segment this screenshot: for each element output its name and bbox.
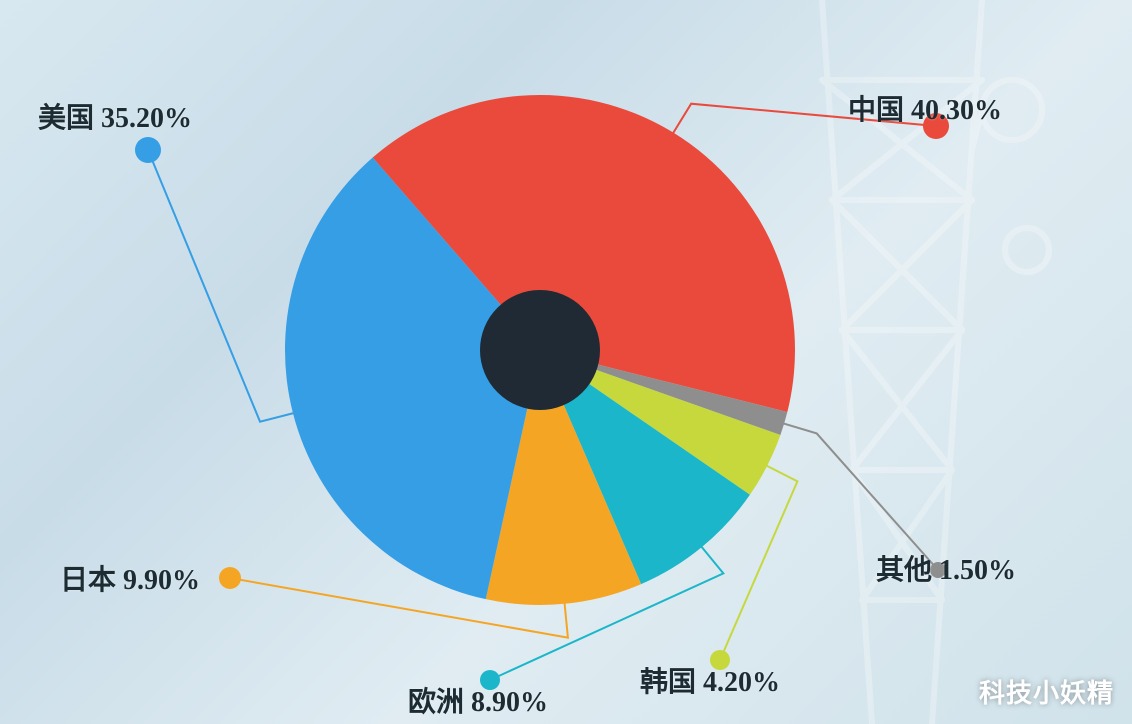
slice-label-other: 其他 1.50% xyxy=(876,548,1016,588)
slice-label-europe: 欧洲 8.90% xyxy=(408,680,548,720)
leader-dot-usa xyxy=(135,137,161,163)
pie-center-hole xyxy=(480,290,600,410)
leader-dot-japan xyxy=(219,567,241,589)
slice-label-japan: 日本 9.90% xyxy=(60,558,200,598)
leader-line-usa xyxy=(148,150,298,422)
slice-label-usa: 美国 35.20% xyxy=(38,96,192,136)
watermark-text: 科技小妖精 xyxy=(979,673,1114,710)
slice-label-china: 中国 40.30% xyxy=(848,88,1002,128)
slice-label-korea: 韩国 4.20% xyxy=(640,660,780,700)
